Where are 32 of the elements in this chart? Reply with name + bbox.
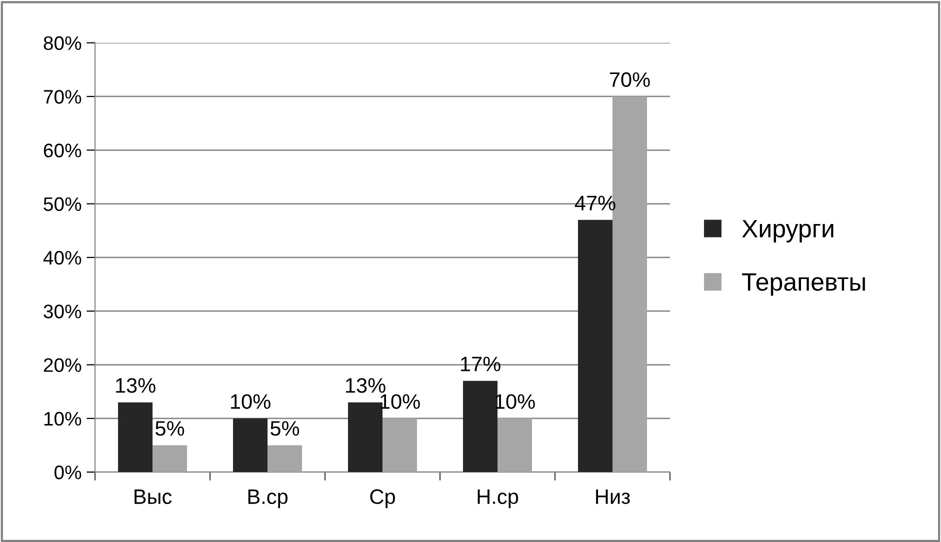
y-tick-label: 30% — [44, 304, 82, 318]
y-tick-label: 70% — [44, 90, 82, 104]
bar — [578, 220, 612, 472]
y-tick-label: 0% — [54, 466, 82, 480]
y-tick-label: 80% — [44, 36, 82, 50]
data-label: 5% — [156, 421, 184, 436]
legend-label: Хирурги — [742, 220, 834, 242]
y-tick-label: 50% — [44, 197, 82, 212]
data-label: 13% — [116, 378, 156, 393]
data-label: 10% — [380, 394, 420, 409]
data-label: 10% — [231, 394, 270, 409]
x-tick-label: В.ср — [248, 490, 288, 508]
y-tick-label: 40% — [43, 250, 82, 265]
data-label: 5% — [270, 421, 300, 436]
bar — [268, 445, 302, 472]
x-tick-label: Низ — [596, 490, 630, 504]
y-tick-label: 20% — [44, 358, 82, 372]
data-label: 17% — [461, 356, 500, 372]
x-tick-label: Н.ср — [478, 490, 518, 508]
y-tick-label: 60% — [44, 144, 82, 158]
y-tick-label: 10% — [44, 412, 82, 426]
bar — [118, 402, 153, 472]
data-label: 70% — [610, 72, 650, 87]
bar — [233, 418, 268, 472]
x-tick-label: Выс — [134, 490, 172, 504]
bar — [498, 418, 532, 472]
x-tick-label: Ср — [370, 489, 395, 508]
bar — [382, 418, 418, 472]
legend-label: Терапевты — [742, 273, 865, 296]
data-label: 47% — [574, 196, 616, 210]
bar — [152, 445, 188, 472]
data-label: 13% — [346, 378, 386, 393]
